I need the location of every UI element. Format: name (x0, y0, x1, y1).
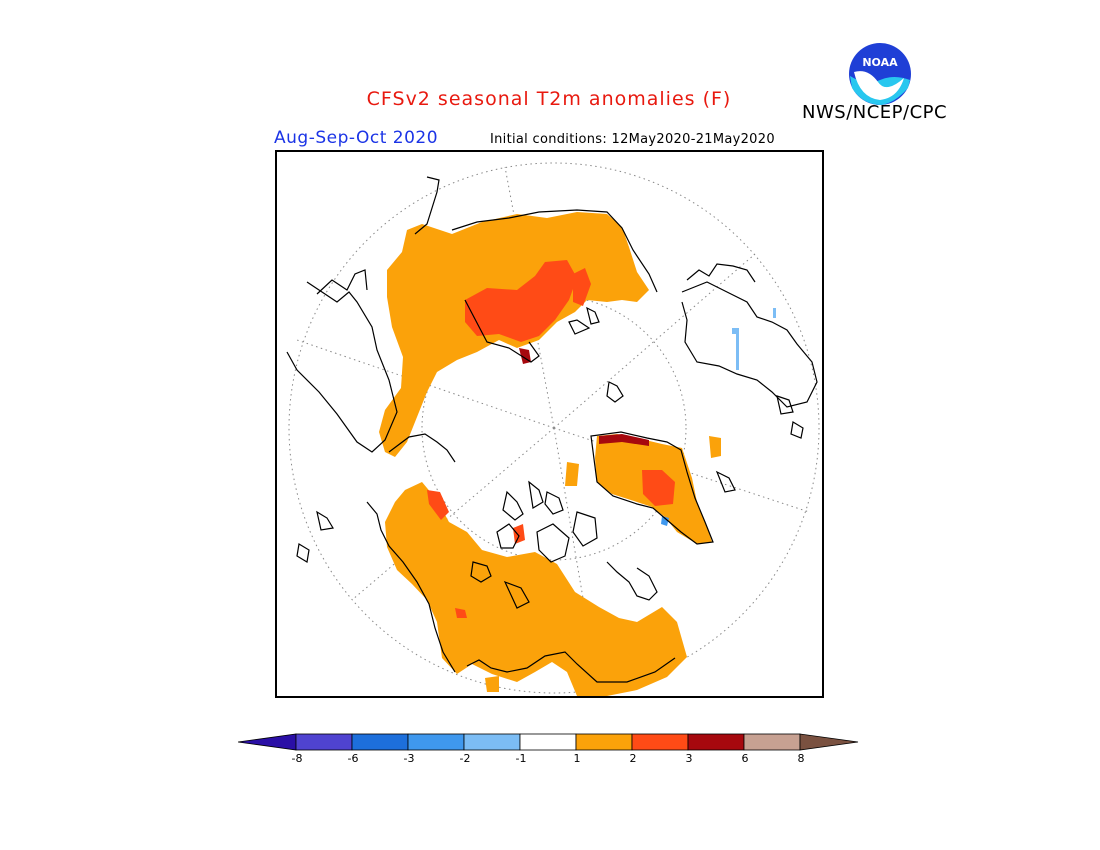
noaa-logo: NOAA (848, 42, 912, 106)
page-title: CFSv2 seasonal T2m anomalies (F) (366, 88, 732, 110)
tick-label: 2 (629, 752, 637, 765)
tick-label: -2 (459, 752, 471, 765)
colorbar-swatch (519, 733, 577, 751)
initial-conditions-label: Initial conditions: 12May2020-21May2020 (490, 132, 775, 147)
tick-label: 8 (797, 752, 805, 765)
logo-text: NOAA (862, 56, 898, 69)
coastlines (286, 176, 818, 683)
tick-label: 3 (685, 752, 693, 765)
cool-spots (732, 308, 776, 370)
tick-label: 1 (573, 752, 581, 765)
colorbar-swatch (631, 733, 689, 751)
tick-label: -3 (403, 752, 415, 765)
colorbar-swatch (743, 733, 801, 751)
tick-label: -8 (291, 752, 303, 765)
greenland-anomaly (565, 434, 721, 544)
color-bar (237, 732, 862, 772)
colorbar-swatch (407, 733, 465, 751)
season-label: Aug-Sep-Oct 2020 (274, 128, 439, 148)
eurasia-anomaly (379, 212, 649, 457)
colorbar-swatch (351, 733, 409, 751)
tick-label: 6 (741, 752, 749, 765)
tick-label: -6 (347, 752, 359, 765)
colorbar-swatch (463, 733, 521, 751)
polar-map (275, 150, 824, 698)
organization-label: NWS/NCEP/CPC (802, 102, 948, 123)
north-america-anomaly (385, 482, 687, 696)
colorbar-swatch (575, 733, 633, 751)
colorbar-swatch (295, 733, 353, 751)
colorbar-arrow-high (799, 733, 859, 751)
colorbar-arrow-low (237, 733, 297, 751)
colorbar-swatch (687, 733, 745, 751)
tick-label: -1 (515, 752, 527, 765)
